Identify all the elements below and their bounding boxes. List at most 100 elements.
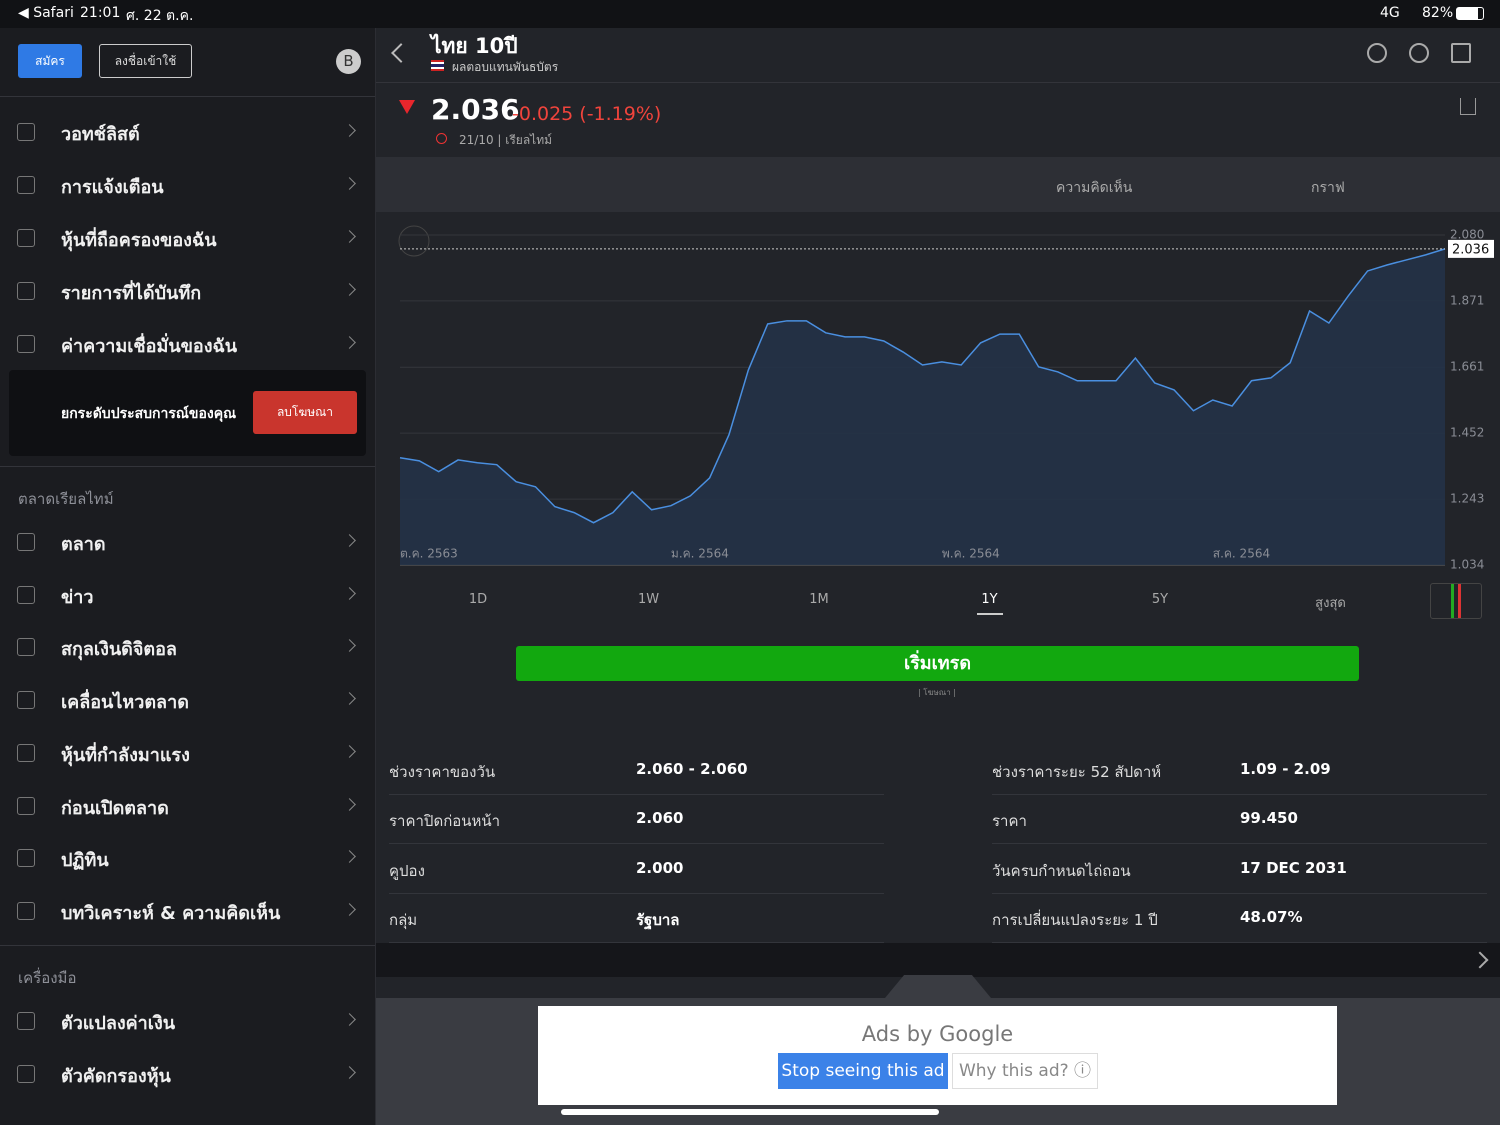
- avatar[interactable]: B: [336, 49, 361, 74]
- stat-value: 1.09 - 2.09: [1240, 760, 1331, 778]
- y-tick-label: 1.452: [1450, 426, 1484, 440]
- tab[interactable]: ความคิดเห็น: [1056, 180, 1133, 196]
- login-button[interactable]: ลงชื่อเข้าใช้: [99, 44, 192, 78]
- row-divider: [389, 843, 884, 845]
- down-arrow: [399, 100, 415, 114]
- candle-toggle[interactable]: [1430, 583, 1482, 619]
- menu-item[interactable]: การแจ้งเตือน: [61, 177, 164, 198]
- share[interactable]: [1460, 98, 1476, 115]
- menu-icon: [17, 691, 35, 710]
- row-divider: [992, 794, 1487, 795]
- stat-label: ราคาปิดก่อนหน้า: [389, 812, 501, 831]
- menu-item[interactable]: ตัวแปลงค่าเงิน: [61, 1013, 176, 1034]
- star-icon[interactable]: [1451, 43, 1471, 63]
- section-title: ตลาดเรียลไทม์: [18, 490, 114, 508]
- menu-item[interactable]: หุ้นที่ถือครองของฉัน: [61, 230, 217, 251]
- menu-item[interactable]: บทวิเคราะห์ & ความคิดเห็น: [61, 902, 281, 924]
- menu-item[interactable]: เคลื่อนไหวตลาด: [61, 692, 189, 714]
- stat-label: ช่วงราคาของวัน: [389, 763, 496, 781]
- menu-icon: [17, 1064, 35, 1083]
- row-divider: [389, 892, 884, 894]
- menu-icon: [17, 123, 35, 141]
- stat-label: ราคา: [992, 812, 1027, 831]
- menu-item[interactable]: ก่อนเปิดตลาด: [61, 797, 169, 819]
- status-bar: [0, 0, 1500, 28]
- change: -0.025 (-1.19%): [512, 103, 662, 125]
- battery-icon: [1456, 7, 1484, 20]
- menu-icon: [17, 335, 35, 353]
- menu-item[interactable]: วอทช์ลิสต์: [61, 124, 140, 145]
- last-price-box: [1448, 239, 1494, 258]
- menu-icon: [17, 638, 35, 657]
- ad-handle: [885, 975, 991, 998]
- menu-item[interactable]: ตัวคัดกรองหุ้น: [61, 1065, 171, 1087]
- signup-button[interactable]: สมัคร: [18, 44, 82, 78]
- clock: [436, 133, 447, 144]
- range-button[interactable]: สูงสุด: [1315, 596, 1346, 611]
- menu-item[interactable]: ค่าความเชื่อมั่นของฉัน: [61, 336, 238, 357]
- x-tick-label: ส.ค. 2564: [1213, 547, 1270, 561]
- line: [399, 248, 1446, 524]
- menu-item[interactable]: หุ้นที่กำลังมาแรง: [61, 744, 190, 766]
- menu-icon: [17, 796, 35, 815]
- range-button[interactable]: 1D: [468, 592, 488, 607]
- trade-button[interactable]: เริ่มเทรด: [516, 646, 1359, 681]
- row-divider: [992, 843, 1487, 845]
- range-button[interactable]: 1Y: [981, 592, 998, 607]
- range-button[interactable]: 1M: [809, 592, 829, 607]
- header-border: [376, 82, 1500, 83]
- stat-value: 17 DEC 2031: [1240, 858, 1347, 877]
- title: ไทย 10ปี: [431, 34, 518, 58]
- ad-brand: Ads by Google: [861, 1022, 1014, 1046]
- area: [400, 248, 1445, 565]
- stop-ad-button[interactable]: Stop seeing this ad: [778, 1053, 948, 1089]
- row-divider: [992, 892, 1487, 894]
- stat-value: 2.060: [636, 809, 684, 828]
- search-icon[interactable]: [1367, 43, 1387, 63]
- why-ad-button[interactable]: Why this ad? ⓘ: [952, 1053, 1098, 1089]
- stat-value: 48.07%: [1240, 907, 1303, 926]
- sidebar: [0, 28, 376, 1125]
- time: 21:01: [80, 5, 121, 21]
- menu-icon: [17, 533, 35, 551]
- menu-icon: [17, 229, 35, 247]
- menu-icon: [17, 901, 35, 920]
- date: ศ. 22 ต.ค.: [126, 8, 194, 24]
- stat-value: 2.060 - 2.060: [636, 760, 748, 778]
- stat-label: กลุ่ม: [389, 910, 418, 929]
- menu-icon: [17, 849, 35, 868]
- alert-icon[interactable]: [1409, 43, 1429, 63]
- menu-icon: [17, 585, 35, 604]
- quote-time: 21/10 | เรียลไทม์: [459, 133, 553, 147]
- remove-ads-button[interactable]: ลบโฆษณา: [253, 391, 357, 434]
- x-tick-label: ม.ค. 2564: [671, 547, 729, 561]
- menu-item[interactable]: สกุลเงินดิจิตอล: [61, 639, 177, 661]
- menu-icon: [17, 176, 35, 194]
- menu-item[interactable]: ตลาด: [61, 534, 106, 555]
- flag: [431, 60, 444, 71]
- last-price-label: 2.036: [1452, 242, 1489, 257]
- y-tick-label: 1.661: [1450, 360, 1484, 374]
- upgrade-text: ยกระดับประสบการณ์ของคุณ: [61, 406, 237, 422]
- divider: [0, 96, 375, 97]
- range-button[interactable]: 1W: [637, 592, 660, 607]
- menu-icon: [17, 743, 35, 762]
- stat-label: วันครบกำหนดไถ่ถอน: [992, 861, 1131, 880]
- menu-icon: [17, 1012, 35, 1030]
- stat-value: รัฐบาล: [636, 910, 680, 929]
- tab[interactable]: กราฟ: [1311, 180, 1345, 196]
- menu-item[interactable]: รายการที่ได้บันทึก: [61, 283, 202, 304]
- y-tick-label: 1.243: [1450, 492, 1484, 506]
- menu-item[interactable]: ปฏิทิน: [61, 850, 109, 872]
- chart: 2.080 1.871 1.661 1.452 1.243 1.034 ต.ค. 2563 ม…: [398, 225, 1494, 572]
- stat-label: คูปอง: [389, 861, 425, 880]
- divider: [0, 466, 375, 467]
- stat-label: การเปลี่ยนแปลงระยะ 1 ปี: [992, 910, 1158, 929]
- row-divider: [992, 941, 1487, 943]
- x-tick-label: ต.ค. 2563: [400, 547, 458, 561]
- expand-icon: [398, 225, 430, 257]
- ad-note: | โฆษณา |: [918, 688, 956, 697]
- range-button[interactable]: 5Y: [1151, 592, 1169, 607]
- menu-item[interactable]: ข่าว: [61, 586, 94, 608]
